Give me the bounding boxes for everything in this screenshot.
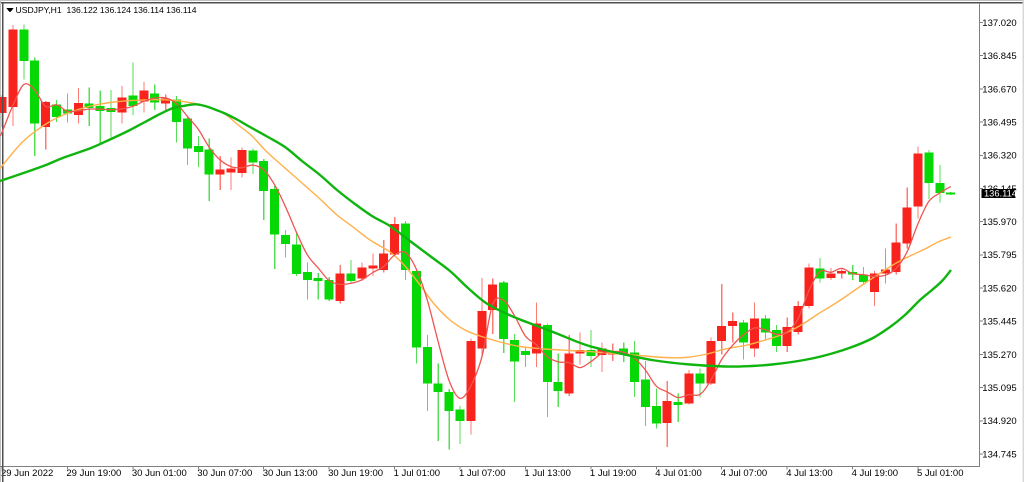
svg-text:5 Jul 01:00: 5 Jul 01:00 — [917, 468, 963, 479]
svg-text:135.795: 135.795 — [982, 250, 1016, 261]
svg-text:135.270: 135.270 — [982, 350, 1016, 361]
svg-text:30 Jun 13:00: 30 Jun 13:00 — [263, 468, 318, 479]
svg-text:4 Jul 13:00: 4 Jul 13:00 — [786, 468, 832, 479]
svg-text:136.114: 136.114 — [984, 189, 1017, 199]
svg-text:4 Jul 01:00: 4 Jul 01:00 — [655, 468, 701, 479]
svg-text:4 Jul 07:00: 4 Jul 07:00 — [721, 468, 767, 479]
svg-text:29 Jun 2022: 29 Jun 2022 — [1, 468, 53, 479]
svg-text:USDJPY,H1 136.122 136.124 136: USDJPY,H1 136.122 136.124 136.114 136.11… — [16, 5, 197, 15]
svg-text:134.920: 134.920 — [982, 416, 1016, 427]
svg-text:4 Jul 19:00: 4 Jul 19:00 — [852, 468, 898, 479]
svg-text:136.845: 136.845 — [982, 51, 1016, 62]
svg-text:134.745: 134.745 — [982, 449, 1016, 460]
svg-text:136.495: 136.495 — [982, 118, 1016, 129]
svg-text:1 Jul 01:00: 1 Jul 01:00 — [394, 468, 440, 479]
svg-text:137.020: 137.020 — [982, 18, 1016, 29]
svg-text:30 Jun 07:00: 30 Jun 07:00 — [197, 468, 252, 479]
svg-text:1 Jul 07:00: 1 Jul 07:00 — [459, 468, 505, 479]
svg-text:1 Jul 13:00: 1 Jul 13:00 — [524, 468, 570, 479]
svg-text:135.620: 135.620 — [982, 283, 1016, 294]
svg-text:29 Jun 19:00: 29 Jun 19:00 — [66, 468, 121, 479]
svg-text:136.670: 136.670 — [982, 84, 1016, 95]
svg-text:135.095: 135.095 — [982, 383, 1016, 394]
svg-text:1 Jul 19:00: 1 Jul 19:00 — [590, 468, 636, 479]
svg-text:135.445: 135.445 — [982, 317, 1016, 328]
svg-text:30 Jun 01:00: 30 Jun 01:00 — [132, 468, 187, 479]
svg-text:136.320: 136.320 — [982, 151, 1016, 162]
svg-text:135.970: 135.970 — [982, 217, 1016, 228]
svg-text:30 Jun 19:00: 30 Jun 19:00 — [328, 468, 383, 479]
